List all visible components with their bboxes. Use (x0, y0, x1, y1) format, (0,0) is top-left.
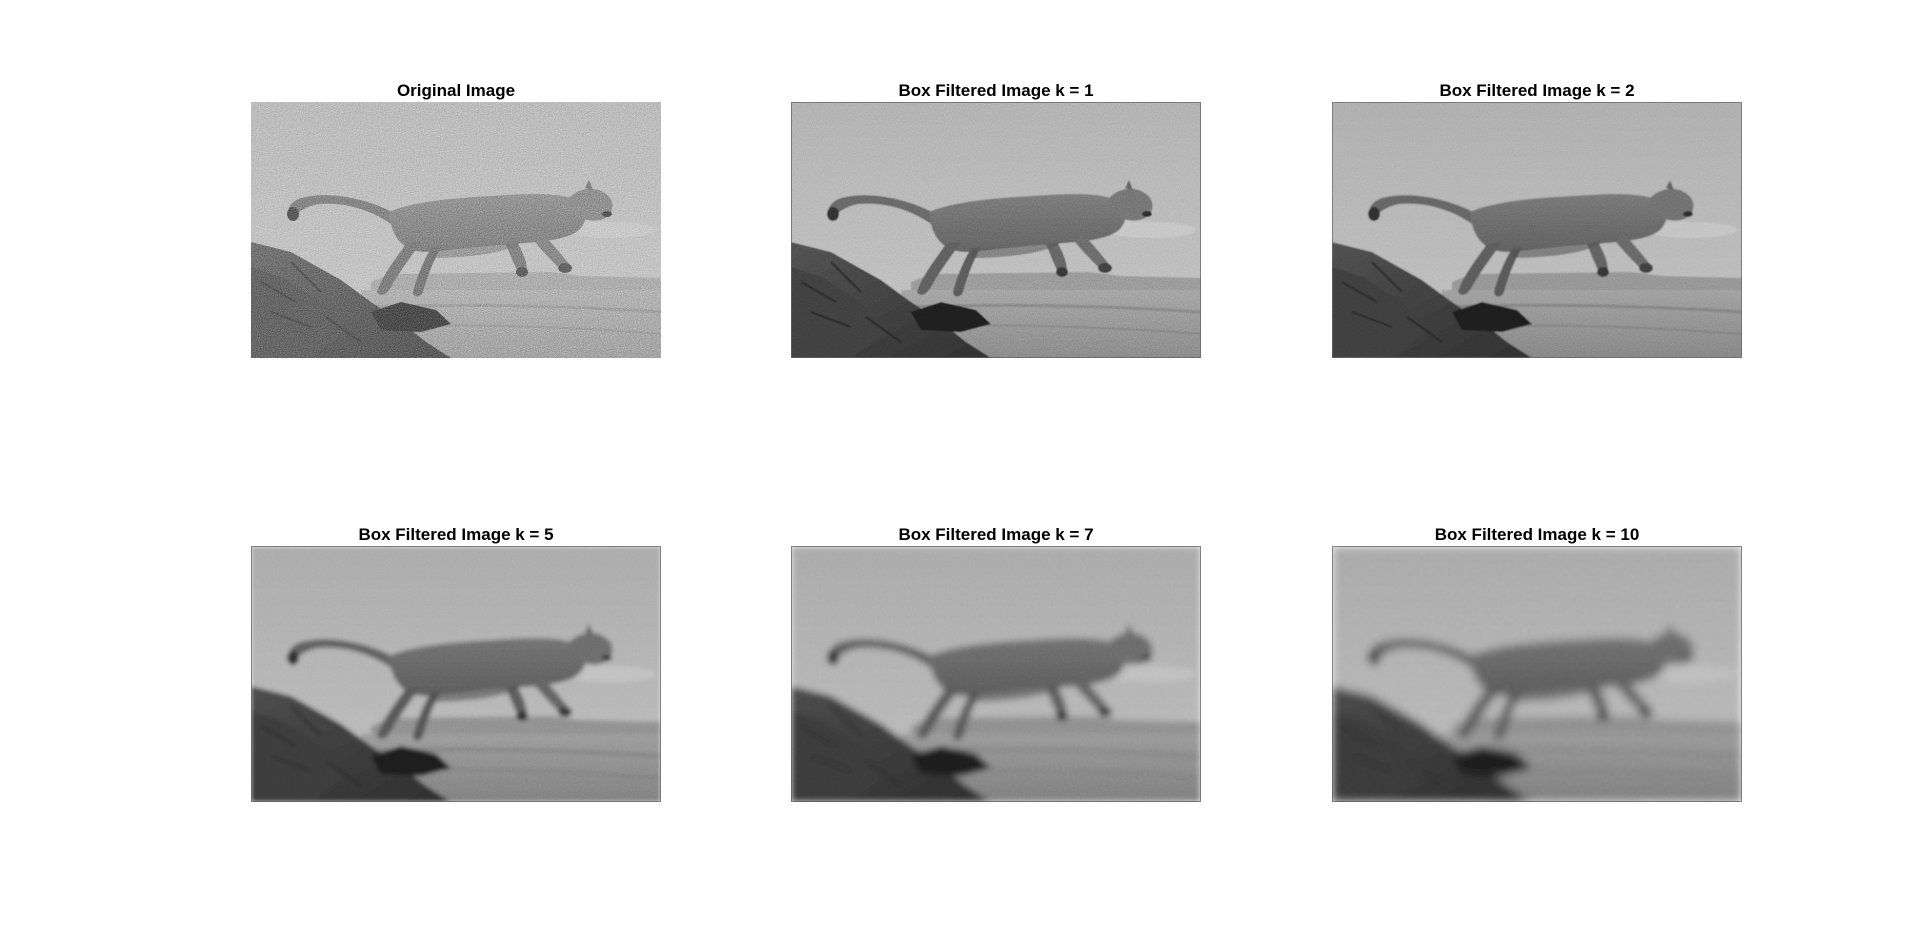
cougar-photo (1332, 102, 1742, 358)
cougar-photo (251, 102, 661, 358)
cougar-photo (791, 102, 1201, 358)
panel-title: Box Filtered Image k = 1 (898, 81, 1094, 100)
panel-title: Box Filtered Image k = 2 (1439, 81, 1635, 100)
panel-title: Original Image (396, 81, 516, 100)
panel-title: Box Filtered Image k = 7 (898, 525, 1094, 544)
panel-title: Box Filtered Image k = 10 (1434, 525, 1640, 544)
panel-title: Box Filtered Image k = 5 (358, 525, 554, 544)
cougar-photo (251, 546, 661, 802)
cougar-photo (791, 546, 1201, 802)
cougar-photo (1332, 546, 1742, 802)
